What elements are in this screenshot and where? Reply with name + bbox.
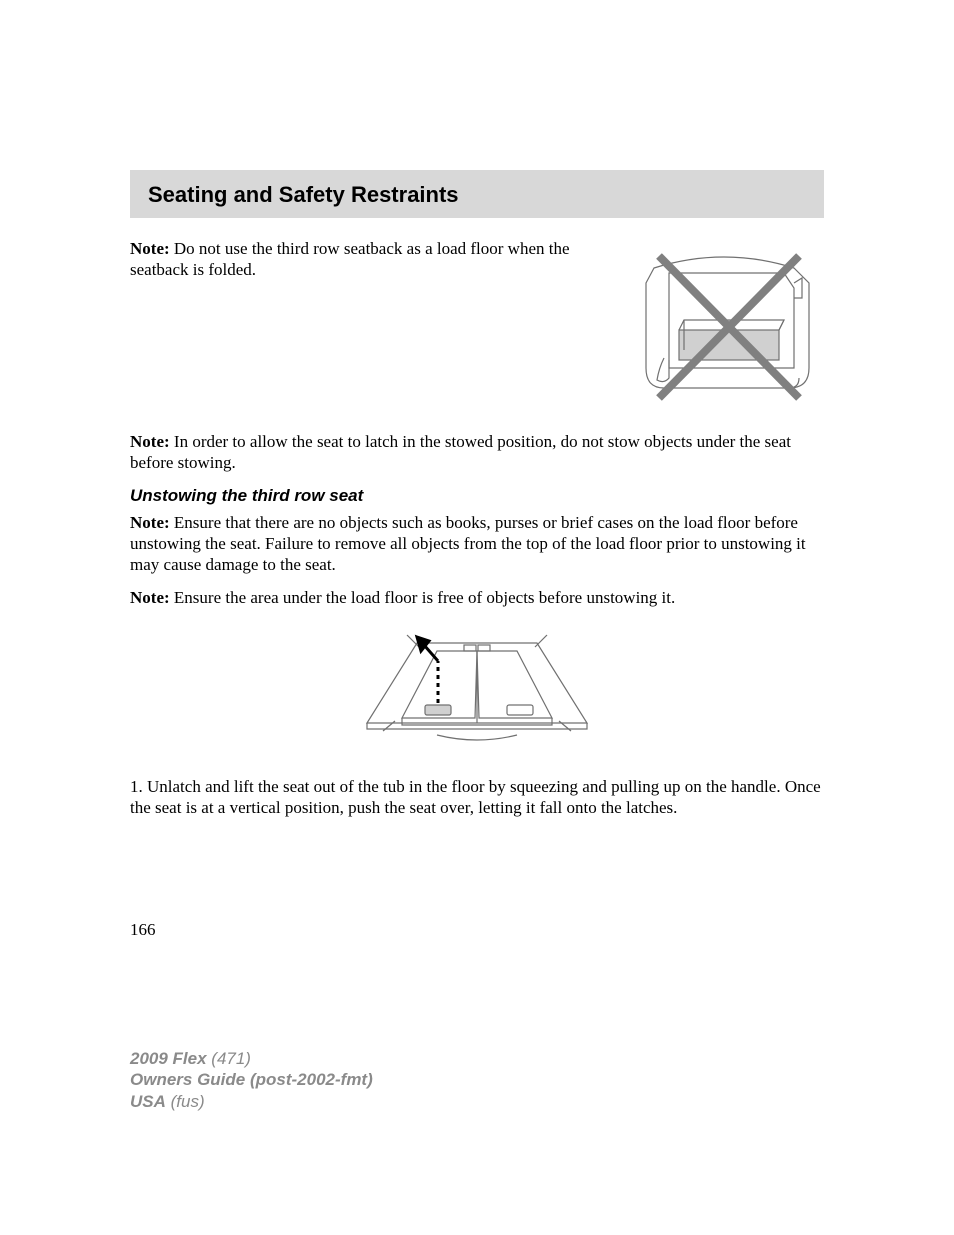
note-body: In order to allow the seat to latch in t… (130, 432, 791, 472)
note-label: Note: (130, 513, 170, 532)
note-label: Note: (130, 432, 170, 451)
note-4: Note: Ensure the area under the load flo… (130, 587, 824, 608)
page-number: 166 (130, 920, 156, 940)
footer-region: USA (130, 1092, 166, 1111)
note-label: Note: (130, 588, 170, 607)
note-2: Note: In order to allow the seat to latc… (130, 431, 824, 474)
section-header-bar: Seating and Safety Restraints (130, 170, 824, 218)
note-label: Note: (130, 239, 170, 258)
footer-line-3: USA (fus) (130, 1091, 373, 1112)
section-title: Seating and Safety Restraints (148, 182, 806, 208)
footer-code: (471) (207, 1049, 251, 1068)
note-body: Ensure the area under the load floor is … (170, 588, 676, 607)
subheading-unstowing: Unstowing the third row seat (130, 486, 824, 506)
footer-line-2: Owners Guide (post-2002-fmt) (130, 1069, 373, 1090)
seat-x-illustration (624, 238, 824, 413)
footer-model: 2009 Flex (130, 1049, 207, 1068)
footer-line-1: 2009 Flex (471) (130, 1048, 373, 1069)
note-3: Note: Ensure that there are no objects s… (130, 512, 824, 576)
footer-block: 2009 Flex (471) Owners Guide (post-2002-… (130, 1048, 373, 1112)
note-body: Ensure that there are no objects such as… (130, 513, 806, 575)
manual-page: Seating and Safety Restraints Note: Do n… (0, 0, 954, 1235)
load-floor-illustration (130, 623, 824, 758)
note-with-figure: Note: Do not use the third row seatback … (130, 238, 824, 413)
note-1: Note: Do not use the third row seatback … (130, 238, 604, 281)
footer-region-code: (fus) (166, 1092, 205, 1111)
note-body: Do not use the third row seatback as a l… (130, 239, 570, 279)
step-1: 1. Unlatch and lift the seat out of the … (130, 776, 824, 819)
